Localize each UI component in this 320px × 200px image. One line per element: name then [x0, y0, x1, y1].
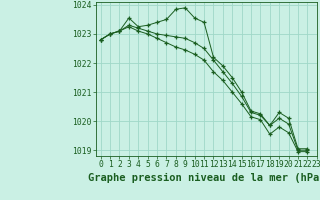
X-axis label: Graphe pression niveau de la mer (hPa): Graphe pression niveau de la mer (hPa) [88, 173, 320, 183]
